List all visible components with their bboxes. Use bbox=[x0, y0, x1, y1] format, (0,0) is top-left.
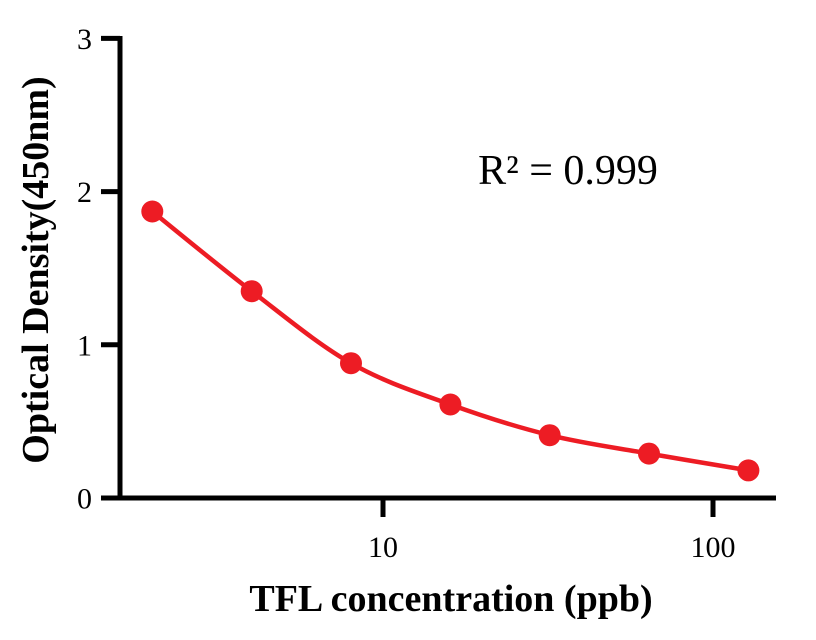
y-axis-title: Optical Density(450nm) bbox=[15, 76, 57, 463]
y-tick-label: 0 bbox=[77, 483, 92, 516]
y-tick-label: 2 bbox=[77, 176, 92, 209]
data-point-marker bbox=[439, 393, 462, 416]
x-axis-title: TFL concentration (ppb) bbox=[249, 578, 652, 620]
data-point-marker bbox=[141, 200, 164, 223]
fit-curve-line bbox=[150, 209, 751, 473]
x-tick-label: 10 bbox=[368, 531, 398, 564]
data-series-layer bbox=[141, 200, 760, 482]
data-point-marker bbox=[538, 424, 561, 447]
y-tick-label: 1 bbox=[77, 329, 92, 362]
x-axis-ticks: 10 100 bbox=[368, 498, 736, 564]
data-point-marker bbox=[638, 442, 660, 465]
r-squared-annotation: R² = 0.999 bbox=[478, 148, 658, 194]
data-point-marker bbox=[340, 352, 362, 375]
data-point-marker bbox=[737, 459, 760, 482]
x-tick-label: 100 bbox=[691, 531, 736, 564]
y-axis-ticks: 0 1 2 3 bbox=[77, 23, 120, 516]
data-point-marker bbox=[240, 280, 263, 303]
y-tick-label: 3 bbox=[77, 23, 92, 56]
